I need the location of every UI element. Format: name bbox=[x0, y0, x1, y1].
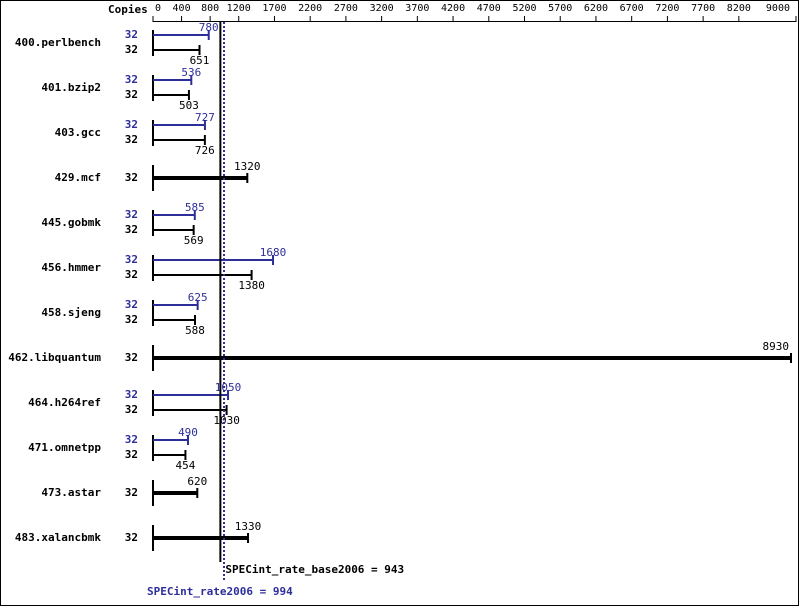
copies-label: 32 bbox=[125, 28, 138, 41]
copies-label: 32 bbox=[125, 171, 138, 184]
x-tick-label: 400 bbox=[173, 3, 191, 14]
value-label: 569 bbox=[184, 234, 204, 247]
reference-label: SPECint_rate_base2006 = 943 bbox=[225, 563, 404, 576]
reference-label: SPECint_rate2006 = 994 bbox=[147, 585, 293, 598]
x-tick-label: 7700 bbox=[691, 3, 715, 14]
x-tick-label: 1200 bbox=[227, 3, 251, 14]
value-label: 1680 bbox=[260, 246, 287, 259]
copies-label: 32 bbox=[125, 403, 138, 416]
copies-label: 32 bbox=[125, 43, 138, 56]
copies-label: 32 bbox=[125, 268, 138, 281]
x-tick-label: 2700 bbox=[334, 3, 358, 14]
benchmark-label: 400.perlbench bbox=[15, 36, 101, 49]
value-label: 588 bbox=[185, 324, 205, 337]
value-label: 454 bbox=[175, 459, 195, 472]
x-tick-label: 4700 bbox=[477, 3, 501, 14]
x-tick-label: 6700 bbox=[620, 3, 644, 14]
copies-label: 32 bbox=[125, 388, 138, 401]
x-tick-label: 7200 bbox=[655, 3, 679, 14]
benchmark-label: 473.astar bbox=[41, 486, 101, 499]
benchmark-label: 471.omnetpp bbox=[28, 441, 101, 454]
copies-label: 32 bbox=[125, 118, 138, 131]
value-label: 780 bbox=[199, 21, 219, 34]
x-tick-label: 4200 bbox=[441, 3, 465, 14]
copies-label: 32 bbox=[125, 351, 138, 364]
value-label: 490 bbox=[178, 426, 198, 439]
value-label: 1380 bbox=[238, 279, 265, 292]
value-label: 651 bbox=[190, 54, 210, 67]
copies-label: 32 bbox=[125, 73, 138, 86]
benchmark-label: 483.xalancbmk bbox=[15, 531, 101, 544]
x-tick-label: 0 bbox=[155, 3, 161, 14]
copies-label: 32 bbox=[125, 208, 138, 221]
value-label: 8930 bbox=[762, 340, 789, 353]
copies-label: 32 bbox=[125, 253, 138, 266]
x-tick-label: 3200 bbox=[370, 3, 394, 14]
value-label: 1320 bbox=[234, 160, 261, 173]
value-label: 585 bbox=[185, 201, 205, 214]
benchmark-label: 456.hmmer bbox=[41, 261, 101, 274]
benchmark-label: 429.mcf bbox=[55, 171, 101, 184]
benchmark-label: 458.sjeng bbox=[41, 306, 101, 319]
value-label: 620 bbox=[187, 475, 207, 488]
benchmark-label: 403.gcc bbox=[55, 126, 101, 139]
value-label: 727 bbox=[195, 111, 215, 124]
x-tick-label: 5700 bbox=[548, 3, 572, 14]
x-tick-label: 2200 bbox=[298, 3, 322, 14]
copies-label: 32 bbox=[125, 433, 138, 446]
value-label: 726 bbox=[195, 144, 215, 157]
value-label: 1330 bbox=[235, 520, 262, 533]
copies-label: 32 bbox=[125, 448, 138, 461]
copies-label: 32 bbox=[125, 223, 138, 236]
x-tick-label: 3700 bbox=[405, 3, 429, 14]
copies-label: 32 bbox=[125, 486, 138, 499]
copies-header: Copies bbox=[108, 3, 148, 16]
benchmark-label: 401.bzip2 bbox=[41, 81, 101, 94]
value-label: 625 bbox=[188, 291, 208, 304]
value-label: 1030 bbox=[213, 414, 240, 427]
x-tick-label: 6200 bbox=[584, 3, 608, 14]
copies-label: 32 bbox=[125, 88, 138, 101]
value-label: 536 bbox=[181, 66, 201, 79]
copies-label: 32 bbox=[125, 531, 138, 544]
copies-label: 32 bbox=[125, 298, 138, 311]
x-tick-label: 9000 bbox=[766, 3, 790, 14]
x-tick-label: 5200 bbox=[512, 3, 536, 14]
value-label: 1050 bbox=[215, 381, 242, 394]
benchmark-label: 445.gobmk bbox=[41, 216, 101, 229]
benchmark-label: 464.h264ref bbox=[28, 396, 101, 409]
x-tick-label: 8200 bbox=[727, 3, 751, 14]
x-tick-label: 800 bbox=[201, 3, 219, 14]
copies-label: 32 bbox=[125, 133, 138, 146]
copies-label: 32 bbox=[125, 313, 138, 326]
x-tick-label: 1700 bbox=[262, 3, 286, 14]
value-label: 503 bbox=[179, 99, 199, 112]
benchmark-label: 462.libquantum bbox=[8, 351, 101, 364]
